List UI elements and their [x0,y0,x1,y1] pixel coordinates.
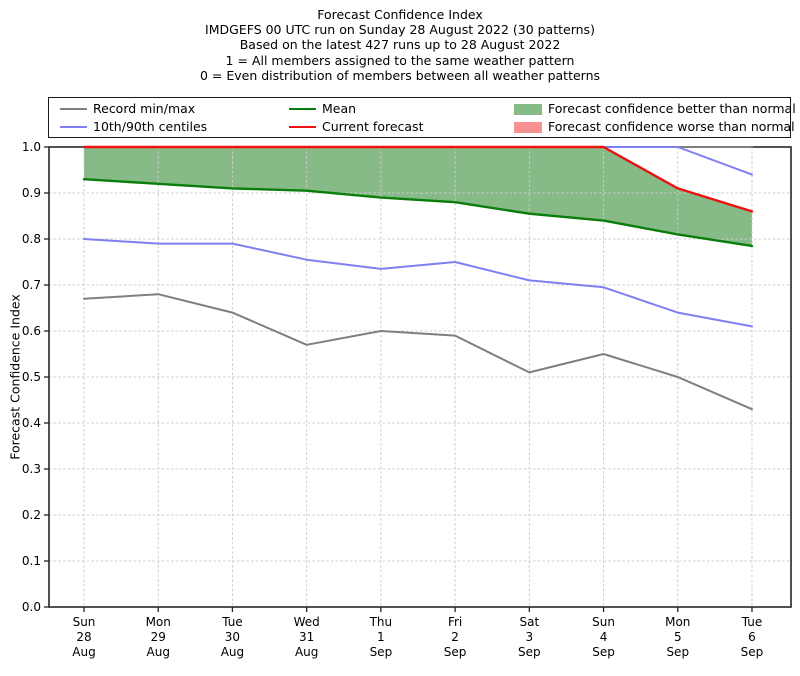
series-record-min [83,293,753,411]
series-mean [82,177,754,248]
centiles-line-swatch [60,126,87,128]
confidence-better-fill [84,147,752,246]
y-tick-label: 0.9 [22,186,41,200]
x-tick-label: 30 [225,630,240,644]
legend-column-record-centiles: Record min/max 10th/90th centiles [60,101,207,135]
series-10th-centile [83,238,753,328]
y-tick-label: 0.4 [22,416,41,430]
x-tick-label: Sep [741,645,764,659]
chart-subtitle-scale-0: 0 = Even distribution of members between… [199,67,601,83]
x-tick-label: 29 [151,630,166,644]
x-tick-label: Aug [295,645,318,659]
x-tick-label: 28 [76,630,91,644]
legend-item-record-minmax: Record min/max [60,101,207,117]
legend-label: Forecast confidence better than normal [548,101,796,116]
x-tick-label: Thu [369,615,393,629]
legend-item-centiles: 10th/90th centiles [60,119,207,135]
series-current-forecast [82,145,754,213]
x-tick-label: 6 [748,630,756,644]
x-tick-label: Aug [147,645,170,659]
legend-item-better-than-normal: Forecast confidence better than normal [514,101,796,117]
x-tick-label: Aug [72,645,95,659]
x-tick-label: Sep [666,645,689,659]
y-tick-label: 0.3 [22,462,41,476]
y-tick-label: 1.0 [22,140,41,154]
x-tick-label: 31 [299,630,314,644]
better-fill-swatch [514,103,542,115]
x-tick-label: 5 [674,630,682,644]
legend-column-mean-forecast: Mean Current forecast [289,101,423,135]
chart-subtitle-run: IMDGEFS 00 UTC run on Sunday 28 August 2… [205,22,595,38]
x-tick-label: Mon [146,615,171,629]
legend-label: Current forecast [322,119,424,134]
chart-subtitle-basis: Based on the latest 427 runs up to 28 Au… [239,37,561,53]
worse-fill-swatch [514,121,542,133]
legend-label: Mean [322,101,357,116]
legend-item-worse-than-normal: Forecast confidence worse than normal [514,119,796,135]
x-tick-label: 1 [377,630,385,644]
legend-item-current-forecast: Current forecast [289,119,423,135]
x-tick-label: Sat [519,615,539,629]
y-tick-label: 0.1 [22,554,41,568]
x-tick-label: Sep [444,645,467,659]
x-tick-label: Sun [592,615,615,629]
x-tick-label: Tue [741,615,763,629]
y-tick-label: 0.0 [22,600,41,614]
x-tick-label: Sep [518,645,541,659]
x-tick-label: 2 [451,630,459,644]
legend-label: Record min/max [93,101,196,116]
chart-title: Forecast Confidence Index [317,7,483,22]
legend-item-mean: Mean [289,101,423,117]
x-tick-label: Aug [221,645,244,659]
forecast-line-swatch [289,126,316,128]
x-tick-label: 4 [600,630,608,644]
x-tick-label: Fri [448,615,462,629]
x-tick-label: Wed [294,615,320,629]
legend-label: 10th/90th centiles [93,119,208,134]
x-tick-label: Sep [370,645,393,659]
x-tick-label: Sun [73,615,96,629]
legend-label: Forecast confidence worse than normal [548,119,795,134]
x-tick-label: Tue [221,615,243,629]
x-tick-label: 3 [525,630,533,644]
record-minmax-line-swatch [60,108,87,110]
legend: Record min/max 10th/90th centiles Mean C… [48,97,796,138]
y-tick-label: 0.7 [22,278,41,292]
y-tick-label: 0.2 [22,508,41,522]
x-tick-label: Mon [665,615,690,629]
legend-column-confidence-fills: Forecast confidence better than normal F… [514,101,796,135]
y-tick-label: 0.5 [22,370,41,384]
chart-subtitle-scale-1: 1 = All members assigned to the same wea… [225,52,575,68]
x-tick-label: Sep [592,645,615,659]
mean-line-swatch [289,108,316,110]
y-tick-label: 0.6 [22,324,41,338]
y-tick-label: 0.8 [22,232,41,246]
title-block: Forecast Confidence Index IMDGEFS 00 UTC… [0,7,800,83]
